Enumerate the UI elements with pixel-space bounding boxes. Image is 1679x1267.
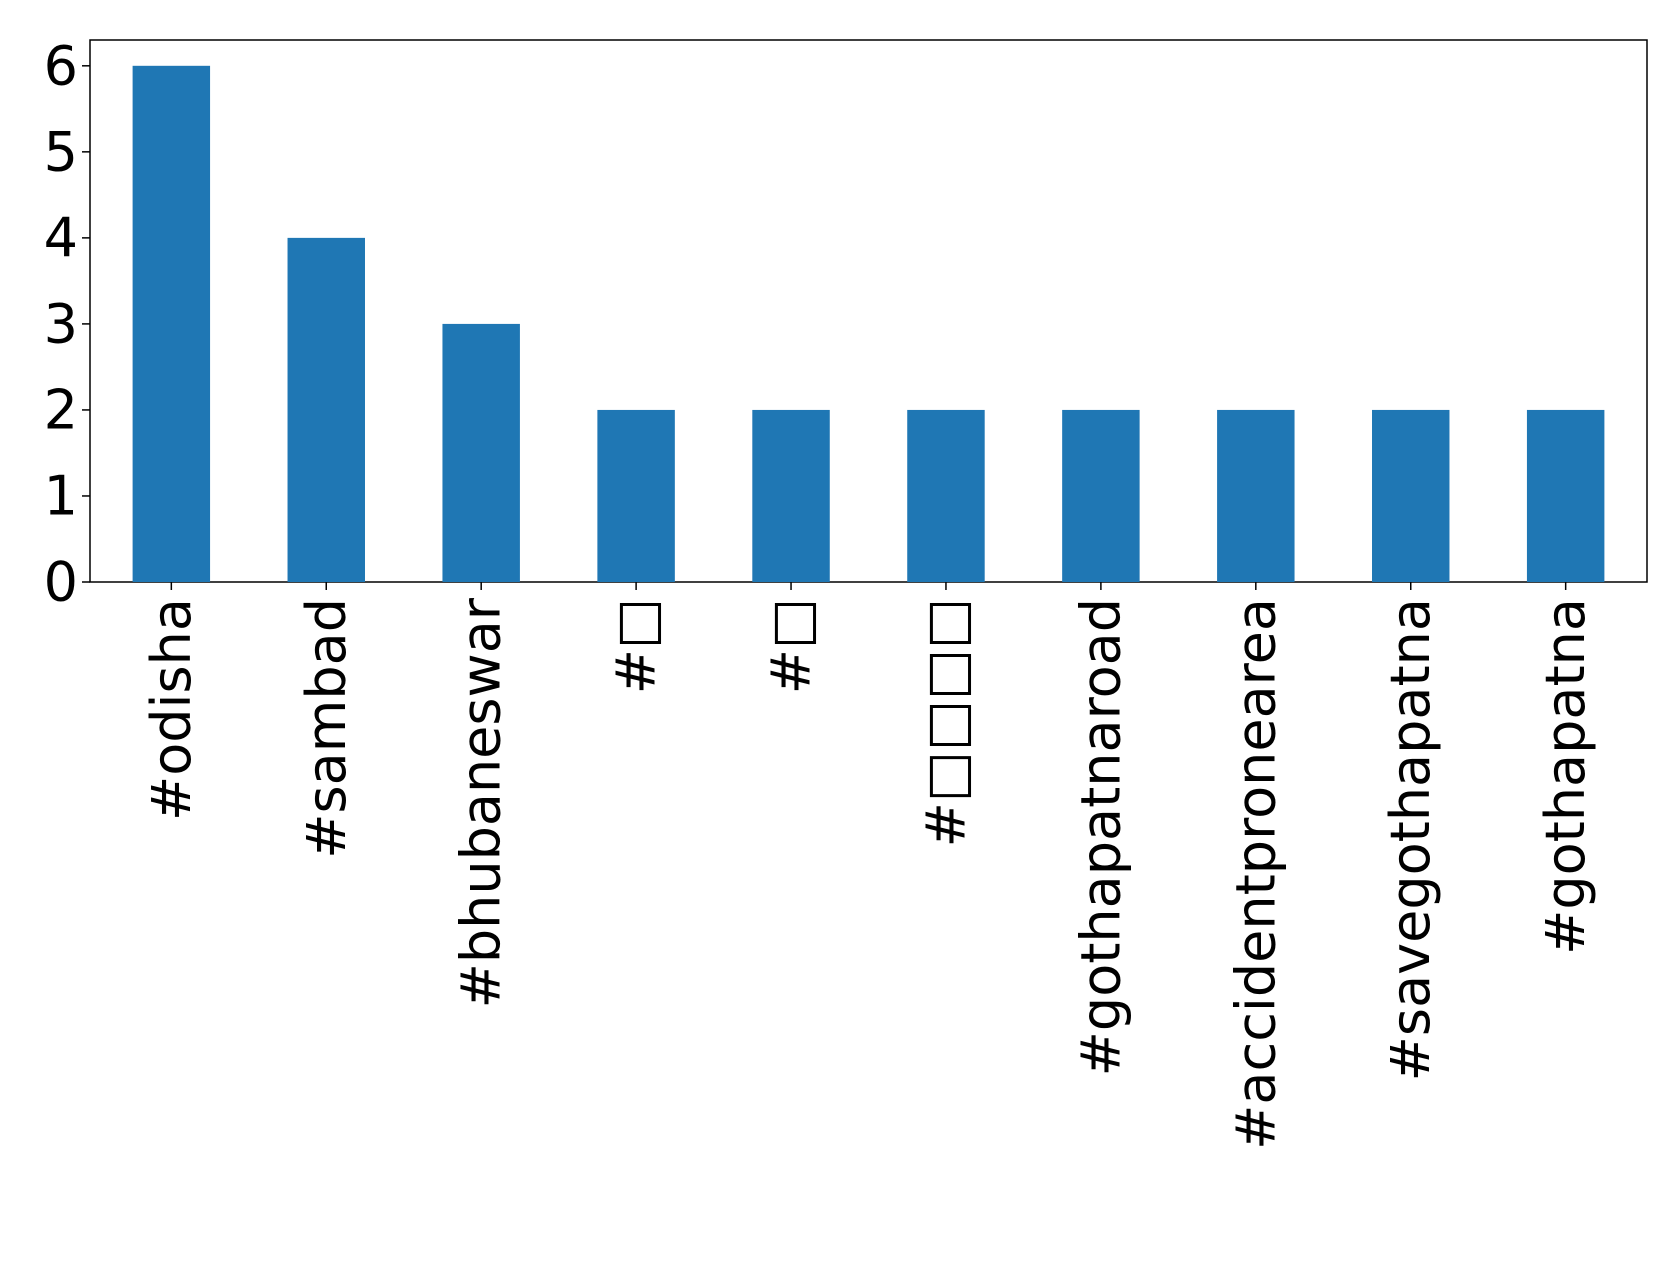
x-tick-label-3: #□ [605,598,668,694]
bar-3 [597,409,675,582]
x-tick-label-9: #gothapatna [1534,598,1597,955]
bar-8 [1372,409,1450,582]
bar-2 [442,323,520,582]
y-tick-label-5: 5 [44,120,78,183]
x-tick-label-7: #accidentpronearea [1224,598,1287,1150]
y-tick-label-1: 1 [44,464,78,527]
bars-group [132,65,1605,583]
x-tick-label-8: #savegothapatna [1379,598,1442,1081]
x-tick-label-1: #sambad [295,598,358,859]
y-tick-label-4: 4 [44,206,78,269]
bar-5 [907,409,985,582]
bar-7 [1217,409,1295,582]
bar-6 [1062,409,1140,582]
x-tick-label-5: #□□□□ [914,598,977,847]
y-tick-label-2: 2 [44,378,78,441]
x-axis: #odisha #sambad #bhubaneswar #□ #□ #□□□□ #goth… [140,582,1597,1150]
x-tick-label-2: #bhubaneswar [450,597,513,1008]
y-axis: 0 1 2 3 4 5 6 [44,34,90,614]
bar-4 [752,409,830,582]
x-tick-label-0: #odisha [140,598,203,821]
x-tick-label-4: #□ [760,598,823,694]
bar-0 [132,65,211,583]
y-tick-label-6: 6 [44,34,78,97]
y-tick-label-0: 0 [44,551,78,614]
bar-9 [1526,409,1605,582]
plot-area [89,39,1648,583]
y-tick-label-3: 3 [44,292,78,355]
bar-1 [287,237,365,582]
x-tick-label-6: #gothapatnaroad [1069,598,1132,1076]
